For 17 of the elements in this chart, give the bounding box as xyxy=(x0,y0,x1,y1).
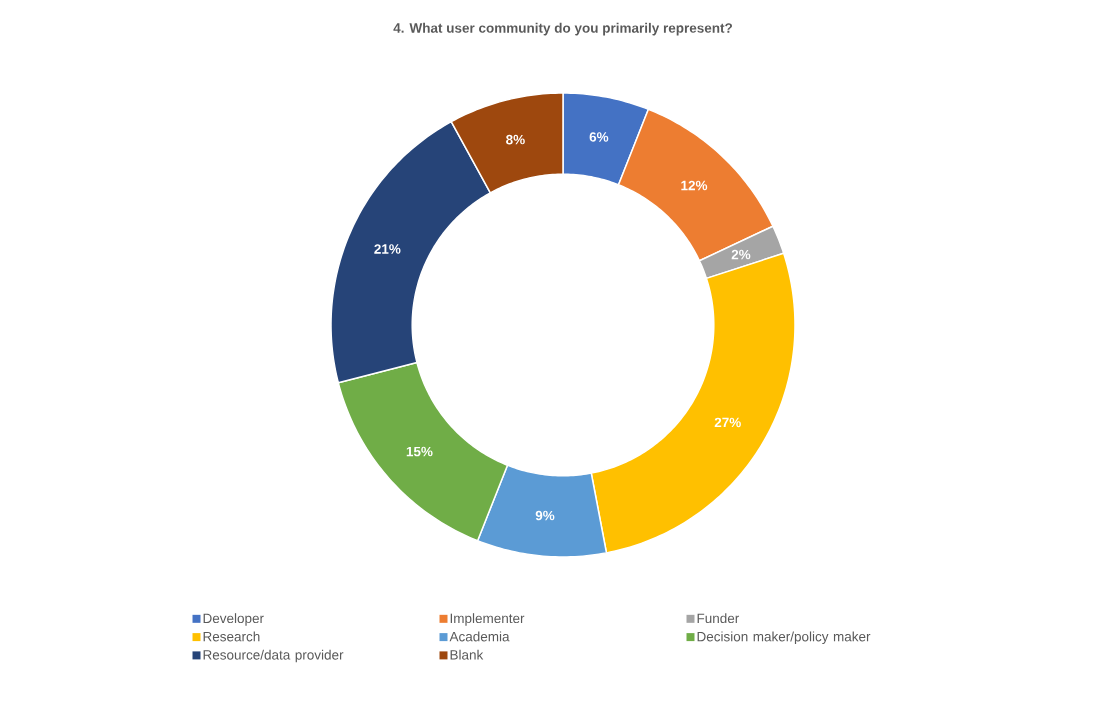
legend-label: Academia xyxy=(449,631,510,642)
data-label: 6% xyxy=(589,132,609,142)
data-label: 12% xyxy=(681,180,708,191)
data-label: 15% xyxy=(406,446,433,457)
legend-label: Implementer xyxy=(450,613,525,626)
legend-label: Blank xyxy=(450,649,484,660)
data-label: 27% xyxy=(714,417,741,428)
legend-label: Research xyxy=(203,631,260,642)
legend-label: Funder xyxy=(697,613,740,624)
data-label: 8% xyxy=(506,134,525,145)
legend-label: Developer xyxy=(203,613,264,626)
data-label: 2% xyxy=(731,249,751,260)
data-label: 21% xyxy=(374,244,401,254)
data-label: 9% xyxy=(535,510,555,521)
chart-title: 4. What user community do you primarily represent? xyxy=(393,22,732,36)
legend-label: Decision maker/policy maker xyxy=(697,631,871,645)
legend-label: Resource/data provider xyxy=(203,649,344,663)
